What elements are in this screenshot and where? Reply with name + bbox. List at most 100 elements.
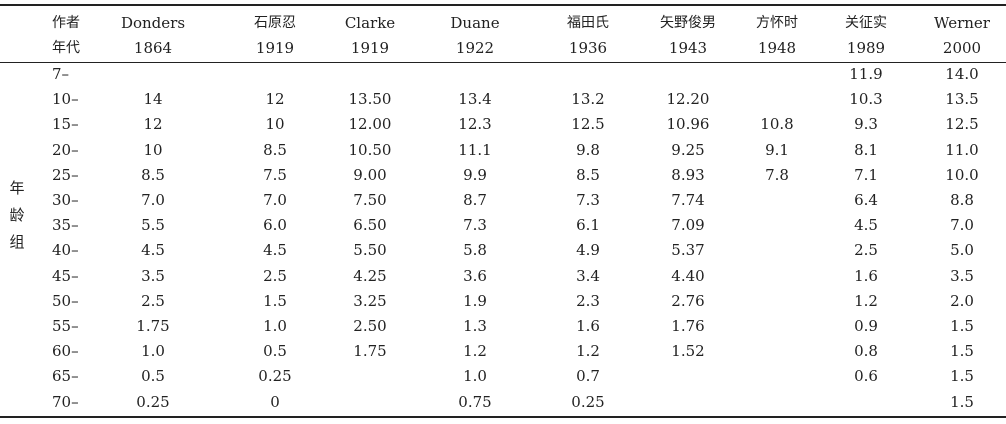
value-cell: 6.0 — [263, 216, 287, 235]
age-group-cell: 40– — [52, 241, 79, 260]
column-year-header: 1989 — [846, 39, 886, 57]
value-cell: 1.5 — [950, 342, 974, 361]
age-group-cell: 50– — [52, 291, 79, 310]
value-cell: 2.5 — [854, 241, 878, 260]
age-group-cell: 25– — [52, 165, 79, 184]
column-author-header: Clarke — [344, 14, 396, 32]
column-author-header: 方怀时 — [756, 15, 798, 31]
age-group-cell: 55– — [52, 317, 79, 335]
value-cell: 1.9 — [463, 291, 487, 310]
value-cell: 12.3 — [458, 115, 492, 134]
value-cell: 1.5 — [950, 367, 974, 386]
value-cell: 10 — [143, 140, 163, 159]
value-cell: 12 — [143, 115, 163, 134]
value-cell: 0.6 — [854, 367, 878, 386]
value-cell: 0.25 — [258, 367, 292, 386]
column-author-header: Werner — [934, 14, 990, 32]
column-year-header: 1919 — [350, 39, 390, 57]
value-cell: 10 — [265, 115, 285, 134]
value-cell: 8.7 — [463, 191, 487, 209]
value-cell: 0 — [270, 392, 280, 411]
age-group-cell: 20– — [52, 140, 79, 159]
value-cell: 0.5 — [263, 342, 287, 361]
value-cell: 7.3 — [463, 216, 487, 235]
value-cell: 1.76 — [671, 317, 705, 335]
table-top-rule — [0, 4, 1006, 6]
value-cell: 14.0 — [945, 65, 979, 83]
value-cell: 0.9 — [854, 317, 878, 335]
value-cell: 10.0 — [945, 165, 979, 184]
value-cell: 8.8 — [950, 191, 974, 209]
value-cell: 11.0 — [945, 140, 979, 159]
age-group-cell: 45– — [52, 266, 79, 285]
value-cell: 7.50 — [353, 191, 387, 209]
value-cell: 1.2 — [576, 342, 600, 361]
value-cell: 3.5 — [141, 266, 165, 285]
value-cell: 6.1 — [576, 216, 600, 235]
value-cell: 6.50 — [353, 216, 387, 235]
value-cell: 2.76 — [671, 291, 705, 310]
value-cell: 10.8 — [760, 115, 794, 134]
value-cell: 5.5 — [141, 216, 165, 235]
value-cell: 3.6 — [463, 266, 487, 285]
value-cell: 1.75 — [353, 342, 387, 361]
value-cell: 0.25 — [136, 392, 170, 411]
value-cell: 0.8 — [854, 342, 878, 361]
value-cell: 1.2 — [854, 291, 878, 310]
value-cell: 12 — [265, 90, 285, 109]
value-cell: 9.8 — [576, 140, 600, 159]
value-cell: 13.2 — [571, 90, 605, 109]
value-cell: 1.0 — [263, 317, 287, 335]
value-cell: 8.5 — [576, 165, 600, 184]
value-cell: 8.5 — [263, 140, 287, 159]
value-cell: 12.5 — [945, 115, 979, 134]
column-author-header: 关征实 — [845, 15, 887, 31]
value-cell: 7.5 — [263, 165, 287, 184]
header-year-label: 年代 — [52, 40, 80, 56]
value-cell: 2.5 — [263, 266, 287, 285]
value-cell: 3.4 — [576, 266, 600, 285]
value-cell: 9.9 — [463, 165, 487, 184]
value-cell: 1.5 — [950, 317, 974, 335]
header-author-label: 作者 — [52, 15, 80, 31]
column-year-header: 1948 — [757, 39, 797, 57]
value-cell: 5.8 — [463, 241, 487, 260]
value-cell: 4.5 — [263, 241, 287, 260]
value-cell: 0.75 — [458, 392, 492, 411]
value-cell: 7.8 — [765, 165, 789, 184]
column-year-header: 1943 — [668, 39, 708, 57]
column-year-header: 1864 — [133, 39, 173, 57]
value-cell: 8.1 — [854, 140, 878, 159]
value-cell: 1.5 — [263, 291, 287, 310]
value-cell: 7.0 — [263, 191, 287, 209]
value-cell: 12.20 — [666, 90, 710, 109]
side-label-age-group: 年 龄 组 — [8, 175, 26, 256]
value-cell: 7.74 — [671, 191, 705, 209]
value-cell: 0.25 — [571, 392, 605, 411]
value-cell: 8.5 — [141, 165, 165, 184]
value-cell: 7.3 — [576, 191, 600, 209]
value-cell: 11.1 — [458, 140, 492, 159]
column-author-header: 石原忍 — [254, 15, 296, 31]
table-header-rule — [0, 62, 1006, 63]
value-cell: 10.96 — [666, 115, 710, 134]
column-author-header: Duane — [450, 14, 500, 32]
table-bottom-rule — [0, 416, 1006, 418]
value-cell: 2.3 — [576, 291, 600, 310]
value-cell: 10.50 — [348, 140, 392, 159]
value-cell: 4.5 — [854, 216, 878, 235]
value-cell: 3.25 — [353, 291, 387, 310]
value-cell: 4.5 — [141, 241, 165, 260]
age-group-cell: 30– — [52, 191, 79, 209]
value-cell: 2.5 — [141, 291, 165, 310]
column-year-header: 1936 — [568, 39, 608, 57]
value-cell: 4.25 — [353, 266, 387, 285]
value-cell: 1.0 — [141, 342, 165, 361]
value-cell: 13.50 — [348, 90, 392, 109]
age-group-cell: 65– — [52, 367, 79, 386]
value-cell: 12.00 — [348, 115, 392, 134]
age-group-cell: 35– — [52, 216, 79, 235]
value-cell: 1.5 — [950, 392, 974, 411]
value-cell: 5.0 — [950, 241, 974, 260]
